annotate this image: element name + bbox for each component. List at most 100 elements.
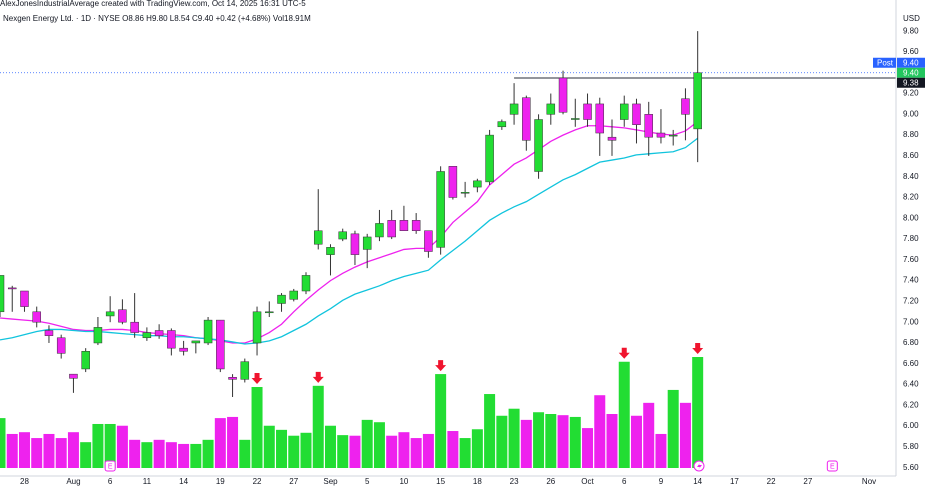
volume-bar bbox=[422, 433, 434, 468]
candle-body bbox=[399, 220, 409, 231]
volume-bar bbox=[31, 438, 43, 468]
volume-bar bbox=[18, 432, 30, 468]
x-tick-label: 22 bbox=[253, 477, 262, 486]
volume-bar bbox=[606, 413, 618, 468]
y-tick-label: 7.40 bbox=[903, 276, 919, 285]
watermark: AlexJonesIndustrialAverage created with … bbox=[0, 0, 306, 8]
candle-body bbox=[130, 321, 139, 333]
volume-bar bbox=[569, 416, 581, 468]
volume-bar bbox=[447, 431, 459, 468]
candle-body bbox=[424, 230, 433, 252]
candle-body bbox=[411, 220, 421, 231]
candle-body bbox=[56, 337, 66, 354]
volume-bar bbox=[545, 413, 557, 468]
x-tick-label: Aug bbox=[66, 477, 80, 486]
volume-bar bbox=[337, 435, 349, 468]
volume-bar bbox=[165, 442, 177, 468]
candle-body bbox=[619, 103, 629, 120]
post-tag bbox=[873, 57, 896, 68]
candle-body bbox=[167, 330, 176, 349]
candle-body bbox=[644, 114, 653, 138]
y-tick-label: 8.20 bbox=[903, 193, 919, 202]
y-tick-label: 9.00 bbox=[903, 109, 919, 118]
volume-bar bbox=[471, 429, 483, 468]
y-tick-label: 9.80 bbox=[903, 26, 919, 35]
candle-body bbox=[350, 233, 360, 255]
candle-body bbox=[191, 340, 201, 344]
price-tag bbox=[897, 67, 925, 78]
candle-body bbox=[522, 97, 531, 141]
x-tick-label: 6 bbox=[108, 477, 113, 486]
candle-body bbox=[0, 275, 5, 313]
volume-bar bbox=[508, 408, 520, 468]
volume-bar bbox=[386, 435, 398, 468]
price-tag bbox=[897, 77, 925, 88]
volume-bar bbox=[263, 425, 275, 468]
event-marker bbox=[826, 460, 838, 472]
y-tick-label: 6.20 bbox=[903, 400, 919, 409]
volume-bar bbox=[692, 357, 704, 468]
moving-average bbox=[0, 121, 699, 344]
candle-body bbox=[7, 287, 17, 290]
candle-body bbox=[118, 309, 127, 323]
candle-body bbox=[69, 373, 78, 379]
volume-bar bbox=[178, 443, 190, 468]
volume-bar bbox=[251, 386, 263, 468]
y-tick-label: 6.00 bbox=[903, 421, 919, 430]
candle-body bbox=[313, 230, 323, 245]
y-tick-label: 9.60 bbox=[903, 47, 919, 56]
volume-bar bbox=[679, 402, 691, 468]
volume-bar bbox=[92, 423, 104, 468]
volume-bar bbox=[533, 412, 545, 468]
candle-body bbox=[583, 103, 592, 120]
volume-bar bbox=[496, 415, 508, 468]
event-icon bbox=[693, 460, 705, 472]
candle-body bbox=[632, 103, 641, 125]
candle-body bbox=[436, 171, 445, 248]
volume-bar bbox=[214, 418, 226, 468]
x-tick-label: Sep bbox=[323, 477, 338, 486]
price-tag-label: 9.38 bbox=[903, 78, 919, 87]
volume-bar bbox=[227, 416, 239, 468]
volume-bar bbox=[361, 419, 373, 468]
volume-bar bbox=[582, 428, 594, 468]
volume-bar bbox=[300, 432, 312, 468]
candle-body bbox=[497, 121, 507, 128]
moving-average bbox=[0, 137, 699, 345]
volume-bar bbox=[6, 433, 18, 468]
candle-body bbox=[656, 132, 666, 138]
x-tick-label: 22 bbox=[767, 477, 776, 486]
volume-bar bbox=[459, 438, 471, 468]
y-tick-label: 5.60 bbox=[903, 463, 919, 472]
x-tick-label: 9 bbox=[659, 477, 664, 486]
volume-bar bbox=[398, 432, 410, 468]
y-tick-label: 7.00 bbox=[903, 317, 919, 326]
volume-bar bbox=[129, 439, 141, 468]
candle-body bbox=[240, 361, 250, 380]
candle-body bbox=[142, 332, 152, 339]
x-tick-label: 14 bbox=[179, 477, 188, 486]
y-tick-label: 7.60 bbox=[903, 255, 919, 264]
x-tick-label: 17 bbox=[730, 477, 739, 486]
y-tick-label: 6.40 bbox=[903, 380, 919, 389]
x-tick-label: 11 bbox=[143, 477, 152, 486]
x-tick-label: 28 bbox=[20, 477, 29, 486]
x-tick-label: 6 bbox=[622, 477, 627, 486]
signal-arrow bbox=[618, 347, 630, 359]
candle-body bbox=[607, 136, 617, 141]
candle-body bbox=[265, 311, 274, 314]
symbol-legend: Nexgen Energy Ltd. · 1D · NYSE O8.86 H9.… bbox=[3, 14, 311, 23]
x-tick-label: Oct bbox=[581, 477, 594, 486]
candle-body bbox=[509, 103, 519, 115]
candle-body bbox=[485, 134, 494, 183]
y-tick-label: 8.40 bbox=[903, 172, 919, 181]
volume-bar bbox=[276, 429, 288, 468]
volume-bar bbox=[324, 425, 336, 468]
candle-body bbox=[387, 220, 396, 238]
candle-body bbox=[558, 77, 568, 113]
volume-bar bbox=[80, 442, 92, 468]
event-label: E bbox=[108, 463, 113, 470]
